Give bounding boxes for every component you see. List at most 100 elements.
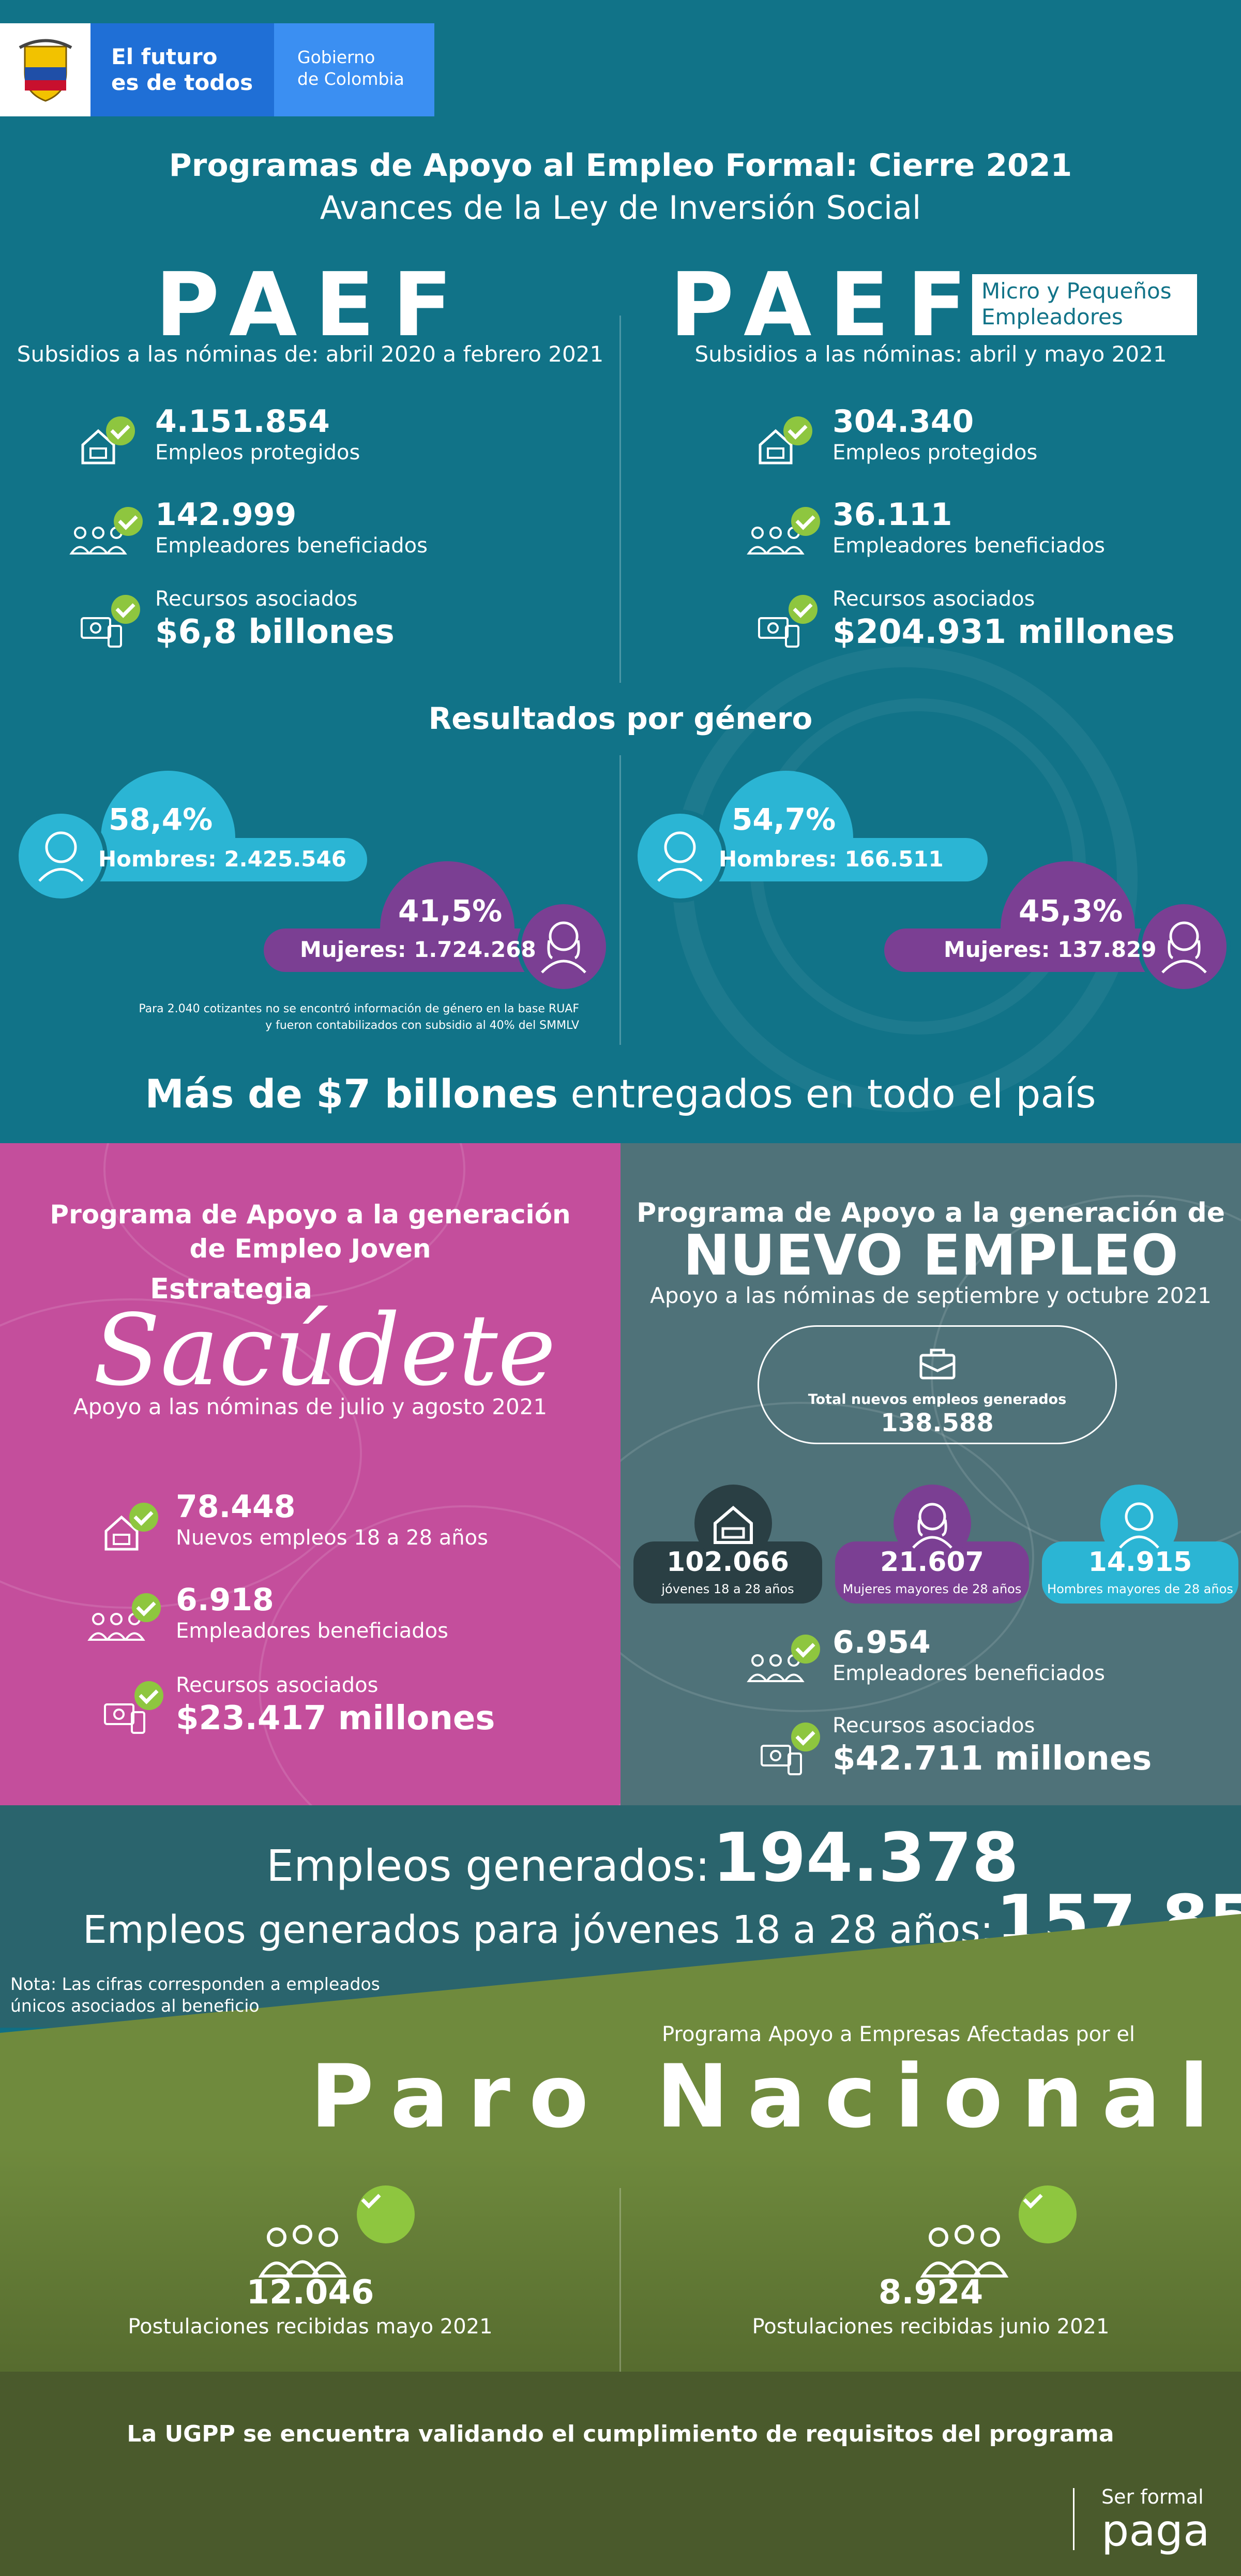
logo-line: El futuro	[111, 44, 218, 69]
check-icon	[132, 1593, 161, 1622]
brand-line2: paga	[1101, 2505, 1210, 2556]
hombres-lbl: Hombres: 2.425.546	[98, 846, 346, 872]
paef-empleos-lbl: Empleos protegidos	[155, 441, 360, 465]
jovenes-lbl: jóvenes 18 a 28 años	[661, 1582, 794, 1596]
hombres-pct: 58,4%	[109, 802, 213, 837]
empleos-total-num: 194.378	[712, 1818, 1019, 1897]
logo-slogan: El futuro es de todos	[90, 23, 274, 116]
total-nuevos-lbl: Total nuevos empleos generados	[808, 1391, 1067, 1407]
man-icon	[633, 810, 727, 903]
logo-line: es de todos	[111, 70, 253, 95]
paef-empleos-num: 4.151.854	[155, 403, 330, 440]
paef-recursos-num: $6,8 billones	[155, 613, 395, 651]
check-icon	[791, 1635, 820, 1664]
check-icon	[134, 1681, 163, 1710]
title-line: de Empleo Joven	[189, 1234, 431, 1264]
page-subtitle: Avances de la Ley de Inversión Social	[320, 189, 921, 227]
people-icon	[745, 1635, 820, 1689]
people-check-icon	[256, 2185, 415, 2284]
nuevo-title-line1: Programa de Apoyo a la generación de	[636, 1197, 1225, 1229]
genero-note: Para 2.040 cotizantes no se encontró inf…	[0, 1001, 579, 1034]
coat-of-arms-icon	[0, 23, 90, 116]
divider	[619, 2188, 621, 2374]
mujeres-pct: 41,5%	[398, 893, 503, 928]
joven-empleadores-num: 6.918	[176, 1582, 274, 1618]
micro-badge: Micro y Pequeños Empleadores	[972, 274, 1197, 335]
joven-title: Programa de Apoyo a la generación de Emp…	[0, 1197, 620, 1266]
logo-gov: Gobierno de Colombia	[274, 23, 434, 116]
check-icon	[106, 416, 135, 445]
hombres-lbl: Hombres mayores de 28 años	[1047, 1582, 1233, 1596]
hombres-pct: 54,7%	[732, 802, 836, 837]
paro-title: Paro Nacional	[310, 2046, 1228, 2147]
total-paef-rest: entregados en todo el país	[570, 1071, 1096, 1117]
paef-recursos-lbl: Recursos asociados	[155, 587, 358, 611]
mujeres-pct: 45,3%	[1019, 893, 1123, 928]
brand-divider	[1073, 2488, 1074, 2550]
check-icon	[357, 2185, 415, 2243]
paef-empleadores-lbl: Empleadores beneficiados	[155, 534, 428, 558]
paro-mayo-num: 12.046	[246, 2273, 374, 2312]
badge-line: Empleadores	[981, 304, 1123, 330]
paef-empleadores-num: 142.999	[155, 497, 297, 533]
mujeres-lbl: Mujeres mayores de 28 años	[842, 1582, 1022, 1596]
note-line: únicos asociados al beneficio	[10, 1996, 260, 2016]
house-icon	[694, 1485, 772, 1562]
paef-micro-subtitle: Subsidios a las nóminas: abril y mayo 20…	[694, 341, 1167, 367]
check-icon	[114, 507, 143, 536]
paro-pre: Programa Apoyo a Empresas Afectadas por …	[662, 2023, 1136, 2046]
mujeres-num: 21.607	[880, 1547, 984, 1578]
joven-empleos-num: 78.448	[176, 1489, 296, 1525]
people-icon	[67, 507, 143, 561]
paro-junio-num: 8.924	[878, 2273, 983, 2312]
nuevo-empleadores-lbl: Empleadores beneficiados	[833, 1661, 1105, 1685]
sacudete-logo: Sacúdete	[93, 1293, 556, 1407]
empleos-total-lbl: Empleos generados:	[266, 1840, 710, 1891]
joven-subtitle: Apoyo a las nóminas de julio y agosto 20…	[73, 1394, 548, 1419]
jovenes-num: 102.066	[667, 1547, 789, 1578]
decorative-line	[259, 1505, 620, 1805]
nuevo-empleo-section: Programa de Apoyo a la generación de NUE…	[620, 1143, 1241, 1805]
check-icon	[1019, 2185, 1077, 2243]
house-icon	[752, 416, 812, 468]
total-paef: Más de $7 billones entregados en todo el…	[0, 1071, 1241, 1117]
woman-icon	[894, 1485, 971, 1562]
micro-empleadores-lbl: Empleadores beneficiados	[833, 534, 1105, 558]
logo-line: de Colombia	[297, 69, 404, 89]
check-icon	[791, 1723, 820, 1751]
money-icon	[758, 1723, 820, 1779]
genero-title: Resultados por género	[428, 701, 813, 736]
empleos-total: Empleos generados: 194.378	[266, 1818, 1241, 1897]
title-line: Programa de Apoyo a la generación	[50, 1200, 571, 1230]
house-icon	[75, 416, 135, 468]
paef-title: PAEF	[155, 254, 470, 356]
logo-line: Gobierno	[297, 47, 375, 67]
check-icon	[129, 1503, 158, 1532]
check-icon	[789, 595, 818, 624]
micro-empleadores-num: 36.111	[833, 497, 952, 533]
briefcase-icon	[917, 1342, 958, 1384]
crowd-background	[0, 2147, 1241, 2374]
woman-icon	[517, 900, 610, 993]
gov-logo: El futuro es de todos Gobierno de Colomb…	[0, 23, 434, 116]
check-icon	[111, 595, 140, 624]
people-icon	[745, 507, 820, 561]
footer-text: La UGPP se encuentra validando el cumpli…	[127, 2421, 1114, 2447]
joven-empleos-lbl: Nuevos empleos 18 a 28 años	[176, 1526, 488, 1550]
paef-micro-title: PAEF	[670, 254, 985, 356]
woman-icon	[1138, 900, 1231, 993]
check-icon	[783, 416, 812, 445]
nuevo-recursos-num: $42.711 millones	[833, 1740, 1152, 1778]
total-paef-bold: Más de $7 billones	[145, 1071, 558, 1117]
hombres-num: 14.915	[1088, 1547, 1192, 1578]
paef-subtitle: Subsidios a las nóminas de: abril 2020 a…	[17, 341, 604, 367]
money-icon	[78, 595, 140, 652]
joven-empleadores-lbl: Empleadores beneficiados	[176, 1619, 448, 1643]
nuevo-subtitle: Apoyo a las nóminas de septiembre y octu…	[650, 1283, 1212, 1308]
people-check-icon	[918, 2185, 1077, 2284]
paro-junio-lbl: Postulaciones recibidas junio 2021	[752, 2315, 1110, 2339]
nuevo-recursos-lbl: Recursos asociados	[833, 1714, 1035, 1738]
joven-recursos-num: $23.417 millones	[176, 1699, 495, 1738]
jovenes-total-lbl: Empleos generados para jóvenes 18 a 28 a…	[83, 1908, 993, 1952]
joven-section: Programa de Apoyo a la generación de Emp…	[0, 1143, 620, 1805]
